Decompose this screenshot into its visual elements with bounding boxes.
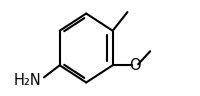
Text: H₂N: H₂N <box>13 73 41 88</box>
Text: O: O <box>130 58 141 73</box>
